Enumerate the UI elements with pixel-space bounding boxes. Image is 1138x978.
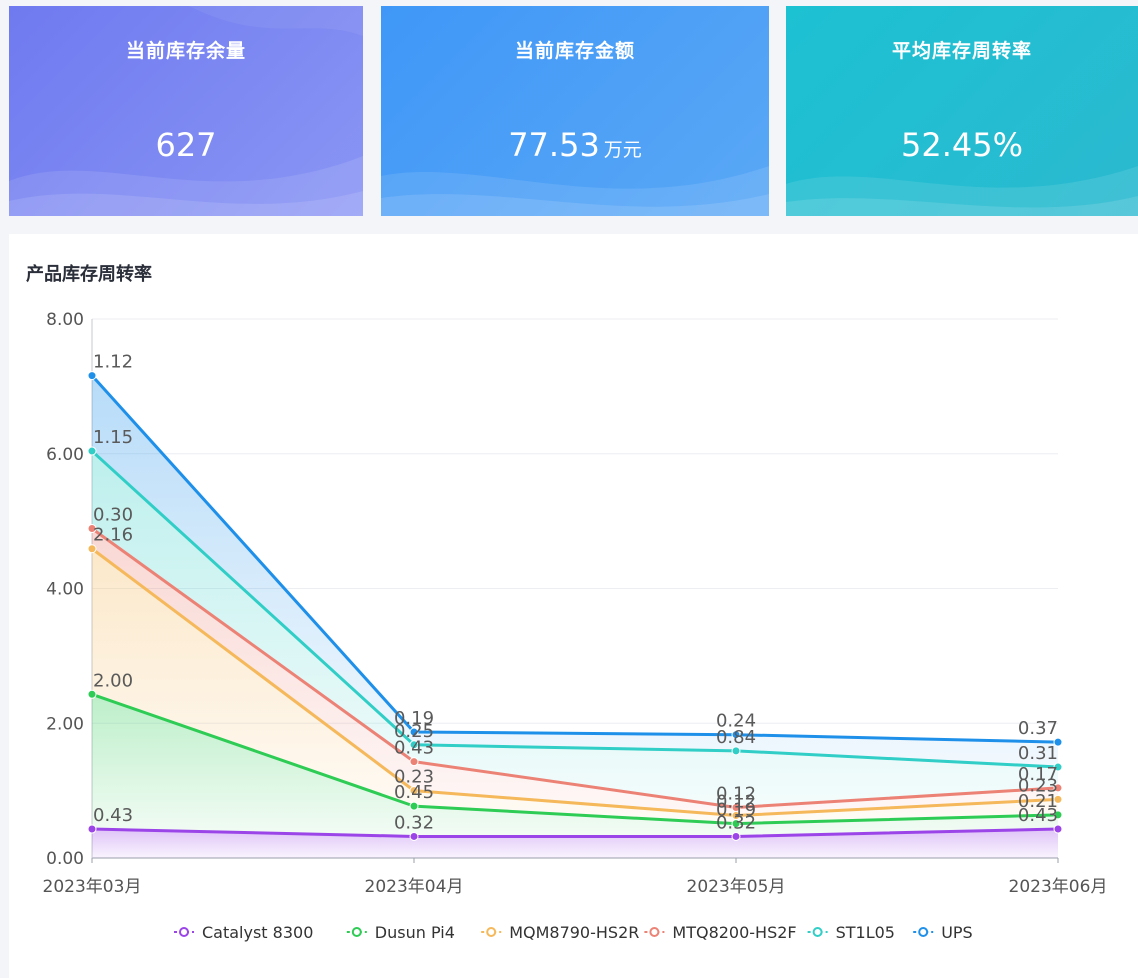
data-point <box>409 727 419 737</box>
y-tick-label: 6.00 <box>46 445 84 465</box>
series-line <box>90 374 1059 744</box>
data-label: 0.17 <box>1018 764 1058 785</box>
legend-label: MQM8790-HS2R <box>509 923 639 942</box>
data-label: 2.00 <box>93 670 133 691</box>
data-label: 0.43 <box>394 738 434 759</box>
data-label: 2.16 <box>93 525 133 546</box>
card-wave-decoration <box>381 166 769 216</box>
data-label: 0.21 <box>1018 791 1058 812</box>
series-area <box>92 548 1058 824</box>
series-area <box>92 375 1058 768</box>
data-point <box>87 371 97 381</box>
legend-label: MTQ8200-HS2F <box>672 923 796 942</box>
data-label: 0.31 <box>1018 743 1058 764</box>
data-label: 0.23 <box>1018 775 1058 796</box>
card-title: 平均库存周转率 <box>891 40 1032 62</box>
legend-label: ST1L05 <box>836 923 895 942</box>
stock-amount-card: 当前库存金额 77.53 万元 <box>381 6 769 216</box>
data-point <box>87 446 97 456</box>
y-tick-label: 2.00 <box>46 714 84 734</box>
data-label: 0.84 <box>716 727 756 748</box>
x-tick-label: 2023年05月 <box>687 877 786 897</box>
data-label: 0.23 <box>394 767 434 788</box>
data-label: 0.43 <box>93 805 133 826</box>
data-label: 1.15 <box>93 427 133 448</box>
data-point <box>731 746 741 756</box>
series-area <box>92 694 1058 837</box>
data-point <box>87 524 97 534</box>
turnover-rate-card: 平均库存周转率 52.45% <box>786 6 1138 216</box>
series-line <box>91 692 1059 826</box>
card-value: 52.45% <box>900 126 1023 164</box>
data-label: 0.25 <box>394 721 434 742</box>
data-point <box>1053 794 1063 804</box>
card-unit: 万元 <box>603 139 642 161</box>
data-point <box>731 802 741 812</box>
card-title: 当前库存余量 <box>125 40 246 62</box>
data-point <box>1053 810 1063 820</box>
data-label: 0.19 <box>394 708 434 729</box>
series-line <box>91 827 1059 838</box>
legend-label: Catalyst 8300 <box>202 923 313 942</box>
series-line <box>91 527 1059 809</box>
y-tick-label: 0.00 <box>46 849 84 869</box>
stock-quantity-card: 当前库存余量 627 <box>9 6 363 216</box>
legend-marker <box>918 927 929 937</box>
x-tick-label: 2023年03月 <box>43 877 142 897</box>
card-wave-decoration <box>9 6 363 216</box>
legend-marker <box>649 927 660 937</box>
data-point <box>1053 824 1063 834</box>
card-value: 627 <box>155 126 217 164</box>
legend-marker <box>179 927 189 937</box>
data-point <box>731 831 741 841</box>
data-point <box>1053 783 1063 793</box>
data-point <box>1053 762 1063 772</box>
data-point <box>409 831 419 841</box>
data-label: 0.32 <box>394 812 434 833</box>
data-label: 0.12 <box>716 783 756 804</box>
data-label: 0.12 <box>716 792 756 813</box>
data-point <box>409 757 419 767</box>
chart-title: 产品库存周转率 <box>26 264 152 285</box>
x-tick-label: 2023年06月 <box>1009 877 1108 897</box>
data-label: 0.24 <box>716 711 756 732</box>
legend-marker <box>812 927 823 937</box>
card-title: 当前库存金额 <box>514 40 635 62</box>
data-point <box>87 824 97 834</box>
x-tick-label: 2023年04月 <box>365 877 464 897</box>
card-value: 77.53 万元 <box>508 126 642 164</box>
data-label: 0.32 <box>716 812 756 833</box>
data-point <box>731 730 741 740</box>
data-point <box>409 740 419 750</box>
data-point <box>87 544 97 554</box>
series-area <box>92 528 1058 816</box>
data-label: 0.30 <box>93 505 133 526</box>
data-label: 0.45 <box>394 782 434 803</box>
data-label: 0.43 <box>1018 805 1058 826</box>
data-label: 0.37 <box>1018 718 1058 739</box>
card-wave-decoration <box>786 166 1138 216</box>
series-area <box>92 829 1058 858</box>
legend-marker <box>351 927 362 937</box>
y-tick-label: 8.00 <box>46 310 84 330</box>
y-tick-label: 4.00 <box>46 580 84 600</box>
data-label: 0.19 <box>716 800 756 821</box>
data-point <box>409 786 419 796</box>
legend-label: Dusun Pi4 <box>375 923 455 942</box>
series-line <box>90 449 1059 769</box>
data-point <box>409 801 419 811</box>
legend-label: UPS <box>941 923 973 942</box>
data-point <box>1053 737 1063 747</box>
legend-marker <box>486 927 497 937</box>
data-point <box>87 689 97 699</box>
data-label: 1.12 <box>93 352 133 373</box>
series-line <box>91 547 1059 818</box>
